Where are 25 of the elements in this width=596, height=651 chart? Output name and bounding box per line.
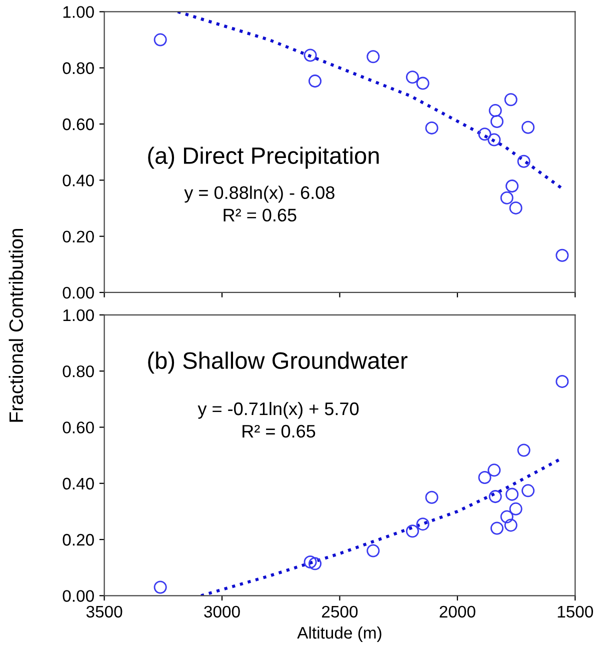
x-tick-label: 3500 — [86, 606, 122, 618]
annotation: (a) Direct Precipitation — [148, 146, 379, 169]
annotation: R² = 0.65 — [224, 208, 296, 222]
x-tick-label: 1500 — [558, 606, 594, 618]
y-tick-label: 0.40 — [62, 174, 94, 186]
x-tick-label: 2000 — [440, 606, 476, 618]
y-tick-label: 0.80 — [62, 62, 94, 74]
y-tick-label: 1.00 — [63, 309, 94, 322]
x-tick-label: 3000 — [204, 606, 240, 618]
y-tick-label: 0.80 — [62, 365, 94, 378]
x-axis-title: Altitude (m) — [297, 626, 382, 642]
y-axis-title: Fractional Contribution — [8, 228, 24, 422]
y-tick-label: 0.20 — [62, 230, 94, 243]
y-tick-label: 0.20 — [62, 534, 94, 546]
annotation: R² = 0.65 — [242, 424, 316, 438]
y-tick-label: 0.60 — [62, 422, 94, 434]
y-tick-label: 1.00 — [63, 6, 94, 18]
y-tick-label: 0.40 — [62, 478, 94, 490]
annotation: (b) Shallow Groundwater — [148, 352, 408, 374]
annotation: y = -0.71ln(x) + 5.70 — [198, 402, 359, 419]
y-tick-label: 0.00 — [62, 286, 94, 299]
annotation: y = 0.88ln(x) - 6.08 — [184, 186, 334, 203]
x-tick-label: 2500 — [322, 606, 358, 618]
y-tick-label: 0.60 — [62, 118, 94, 130]
y-tick-label: 0.00 — [62, 590, 94, 602]
